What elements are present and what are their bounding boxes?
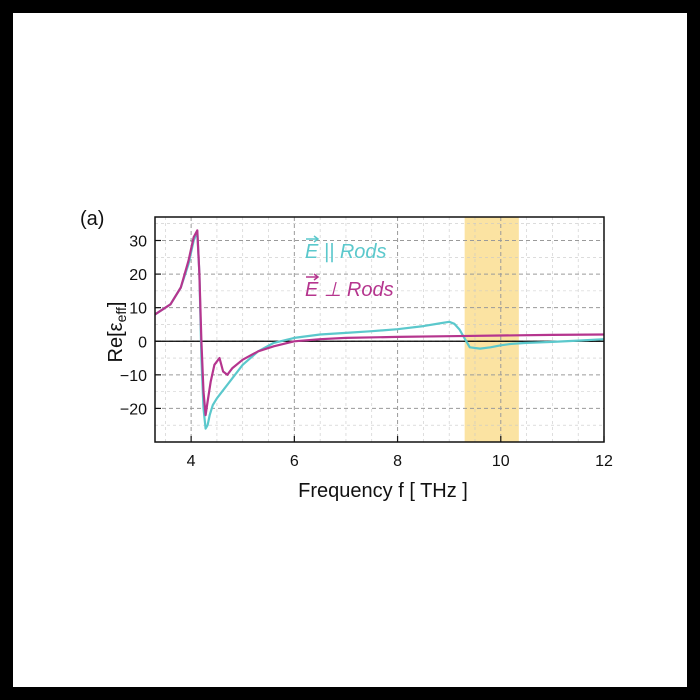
- x-tick-label: 6: [290, 453, 299, 470]
- legend-arrow-head-parallel: [313, 235, 320, 243]
- x-tick-label: 4: [187, 453, 196, 470]
- y-tick-label: 30: [129, 234, 147, 251]
- plot-border: [154, 216, 605, 443]
- figure-frame: [13, 13, 687, 687]
- x-axis-label: Frequency f [ THz ]: [298, 480, 468, 502]
- legend-label-parallel: E || Rods: [305, 241, 387, 263]
- y-axis-label-sub: eff: [113, 307, 129, 322]
- legend-arrow-head-perpendicular: [313, 273, 320, 281]
- y-axis-label-main: Re[ε: [105, 322, 127, 362]
- x-tick-label: 12: [595, 453, 613, 470]
- x-tick-label: 10: [492, 453, 510, 470]
- y-tick-label: 20: [129, 267, 147, 284]
- legend-label-perpendicular: E ⊥ Rods: [305, 279, 394, 301]
- y-tick-label: 0: [138, 334, 147, 351]
- x-tick-label: 8: [393, 453, 402, 470]
- plot-area: 4 6 8 10 12 30 20 10 0 −10 −20: [120, 216, 613, 470]
- legend: E || Rods E ⊥ Rods: [305, 235, 394, 301]
- y-tick-label: −20: [120, 401, 147, 418]
- y-tick-label: −10: [120, 368, 147, 385]
- y-axis-label-close: ]: [105, 302, 127, 308]
- series-line-perpendicular: [154, 229, 605, 417]
- highlight-band: [464, 217, 519, 442]
- y-axis-label: Re[εeff]: [105, 302, 129, 363]
- y-tick-label: 10: [129, 301, 147, 318]
- panel-label: (a): [80, 208, 104, 230]
